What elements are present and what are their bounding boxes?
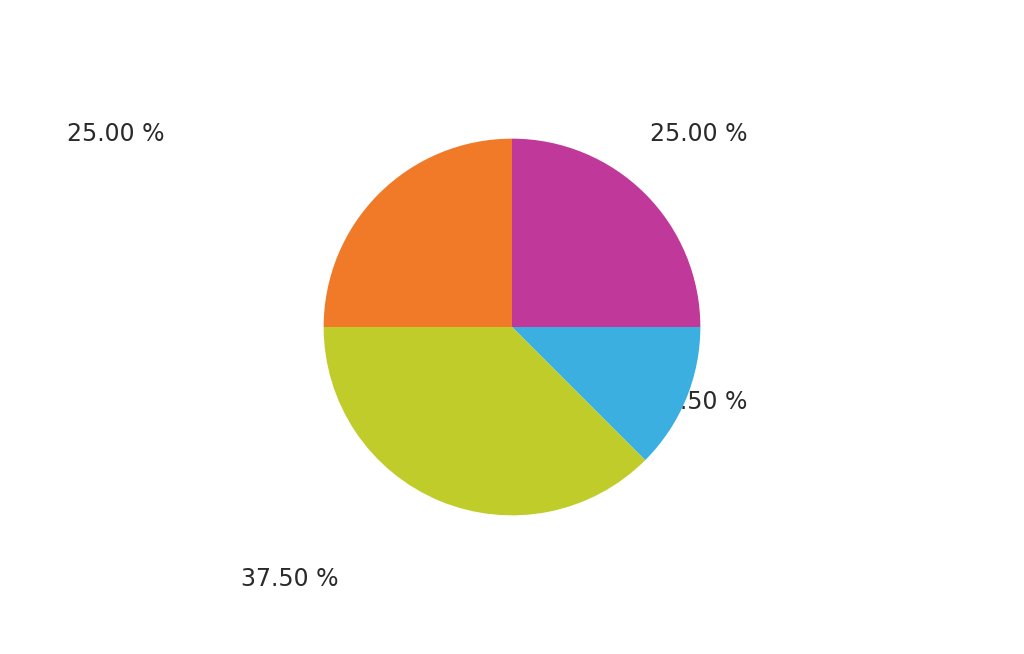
Text: 25.00 %: 25.00 % — [650, 122, 748, 146]
Wedge shape — [324, 327, 645, 515]
Wedge shape — [512, 327, 700, 460]
Wedge shape — [324, 139, 512, 327]
Text: 25.00 %: 25.00 % — [67, 122, 164, 146]
Wedge shape — [512, 139, 700, 327]
Text: 37.50 %: 37.50 % — [241, 567, 338, 591]
Text: 12.50 %: 12.50 % — [650, 390, 748, 414]
